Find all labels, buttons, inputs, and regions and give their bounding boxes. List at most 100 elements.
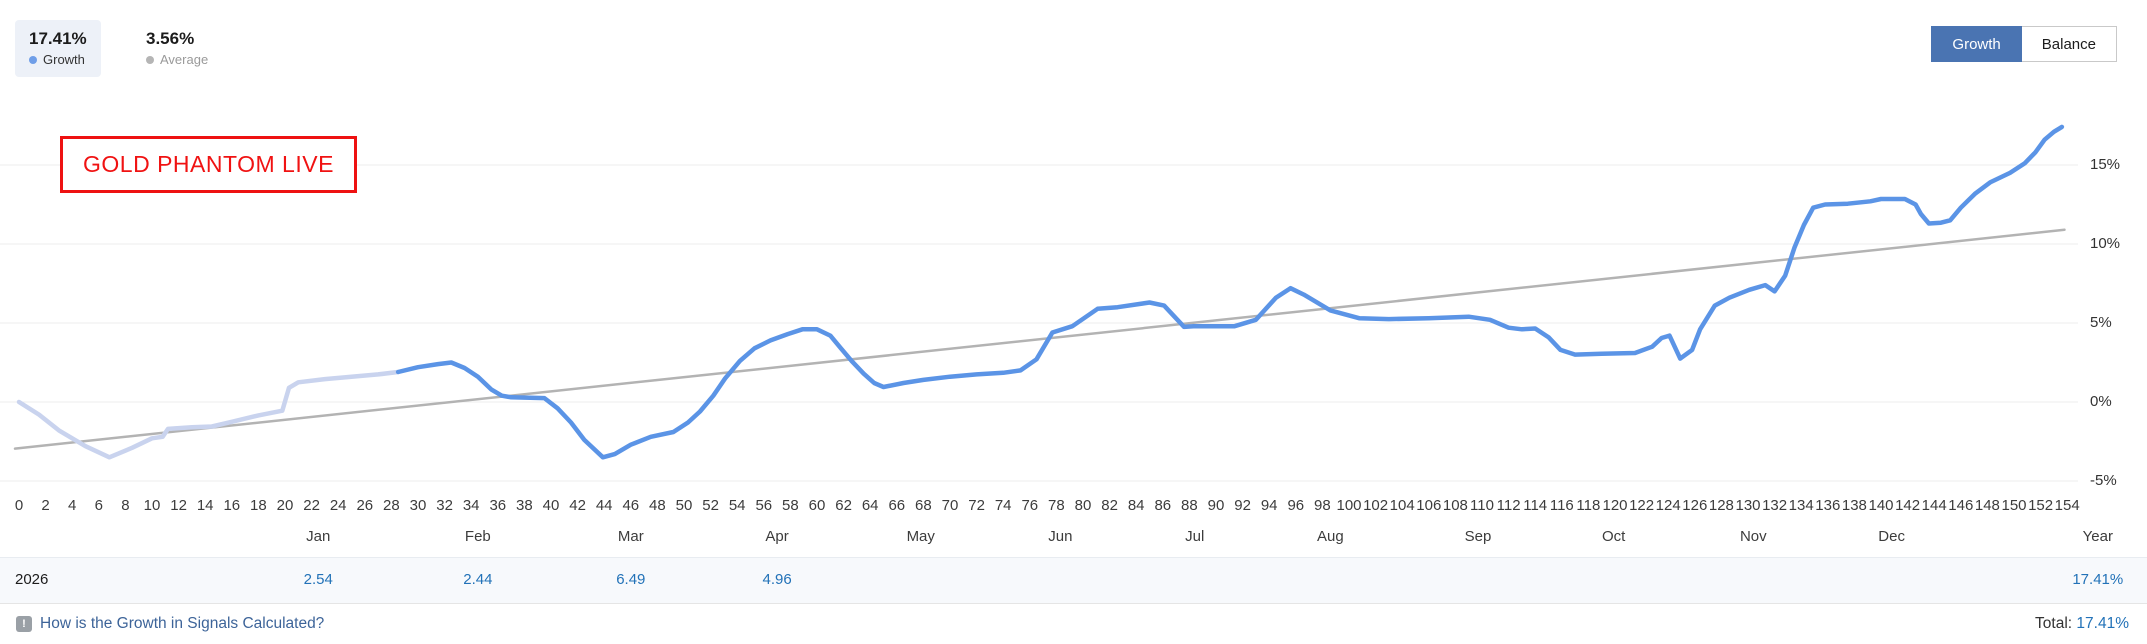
x-tick-label: 18 xyxy=(250,497,267,514)
signal-name-text: GOLD PHANTOM LIVE xyxy=(83,151,334,177)
x-tick-label: 100 xyxy=(1336,497,1362,514)
chart-mode-toggle: Growth Balance xyxy=(1931,26,2117,62)
chart-footer: ! How is the Growth in Signals Calculate… xyxy=(0,603,2147,644)
x-tick-label: 68 xyxy=(915,497,932,514)
x-tick-label: 154 xyxy=(2054,497,2080,514)
y-axis-label: -5% xyxy=(2090,472,2117,489)
signal-name-badge: GOLD PHANTOM LIVE xyxy=(60,136,357,193)
x-tick-label: 132 xyxy=(1762,497,1788,514)
x-tick-label: 14 xyxy=(196,497,214,514)
x-tick-label: 80 xyxy=(1074,497,1092,514)
x-tick-label: 150 xyxy=(2001,497,2027,514)
x-tick-label: 40 xyxy=(542,497,560,514)
x-tick-label: 124 xyxy=(1655,497,1681,514)
average-stat-chip[interactable]: 3.56% Average xyxy=(132,20,222,77)
x-tick-label: 0 xyxy=(14,497,24,514)
month-label: Nov xyxy=(1739,528,1767,545)
x-tick-label: 126 xyxy=(1682,497,1708,514)
x-tick-label: 112 xyxy=(1496,497,1521,514)
growth-stat-chip[interactable]: 17.41% Growth xyxy=(15,20,101,77)
x-tick-label: 10 xyxy=(143,497,161,514)
x-tick-label: 72 xyxy=(968,497,985,514)
month-labels: Jan Feb Mar Apr May Jun Jul Aug Sep Oct Nov Dec Year xyxy=(0,528,2147,548)
month-label: Mar xyxy=(617,528,644,545)
x-tick-label: 6 xyxy=(94,497,103,514)
month-value: 4.96 xyxy=(762,571,792,588)
balance-tab-button[interactable]: Balance xyxy=(2021,26,2117,62)
x-tick-label: 142 xyxy=(1895,497,1921,514)
x-tick-label: 52 xyxy=(702,497,719,514)
x-tick-label: 90 xyxy=(1207,497,1225,514)
y-axis-label: 15% xyxy=(2090,156,2121,173)
x-tick-label: 82 xyxy=(1101,497,1118,514)
month-value: 17.41% xyxy=(2072,571,2124,588)
x-tick-label: 96 xyxy=(1287,497,1305,514)
x-tick-label: 48 xyxy=(649,497,666,514)
growth-tab-button[interactable]: Growth xyxy=(1931,26,2022,62)
x-tick-label: 44 xyxy=(595,497,613,514)
month-label: Apr xyxy=(765,528,789,545)
x-tick-label: 24 xyxy=(329,497,347,514)
x-tick-label: 50 xyxy=(675,497,693,514)
x-tick-label: 116 xyxy=(1549,497,1574,514)
x-tick-label: 30 xyxy=(409,497,427,514)
average-stat-value: 3.56% xyxy=(146,29,195,48)
x-tick-label: 74 xyxy=(994,497,1012,514)
x-tick-label: 76 xyxy=(1021,497,1039,514)
x-tick-label: 58 xyxy=(782,497,799,514)
x-tick-label: 152 xyxy=(2028,497,2054,514)
month-label: Feb xyxy=(464,528,491,545)
x-tick-label: 16 xyxy=(223,497,241,514)
x-tick-label: 92 xyxy=(1234,497,1251,514)
x-tick-label: 86 xyxy=(1154,497,1172,514)
x-tick-label: 46 xyxy=(622,497,640,514)
x-tick-label: 110 xyxy=(1470,497,1494,514)
x-tick-label: 146 xyxy=(1948,497,1974,514)
month-label: Aug xyxy=(1317,528,1344,545)
month-label: Sep xyxy=(1464,528,1492,545)
x-tick-label: 12 xyxy=(170,497,187,514)
x-tick-label: 34 xyxy=(462,497,480,514)
x-tick-label: 140 xyxy=(1868,497,1894,514)
total-value: 17.41% xyxy=(2076,615,2129,632)
month-label: May xyxy=(906,528,935,545)
x-tick-label: 38 xyxy=(516,497,533,514)
y-axis-label: 0% xyxy=(2090,393,2112,410)
x-tick-label: 98 xyxy=(1314,497,1331,514)
x-tick-label: 148 xyxy=(1974,497,2000,514)
growth-stat-label: Growth xyxy=(43,52,85,67)
x-tick-label: 106 xyxy=(1416,497,1442,514)
x-tick-label: 32 xyxy=(436,497,453,514)
x-tick-label: 20 xyxy=(276,497,294,514)
x-tick-label: 42 xyxy=(569,497,586,514)
x-tick-label: 66 xyxy=(888,497,906,514)
x-tick-label: 84 xyxy=(1127,497,1145,514)
x-tick-label: 108 xyxy=(1442,497,1468,514)
x-axis-ticks: 0 2 4 6 8 10 12 14 16 18 20 22 24 26 28 30 32 34 36 38 40 42 4… xyxy=(0,497,2147,517)
x-tick-label: 102 xyxy=(1363,497,1389,514)
month-label: Jan xyxy=(306,528,331,545)
x-tick-label: 36 xyxy=(489,497,507,514)
growth-stat-value: 17.41% xyxy=(29,29,87,48)
average-dot-icon xyxy=(146,56,154,64)
x-tick-label: 28 xyxy=(383,497,400,514)
growth-early-line xyxy=(16,369,401,460)
average-stat-label: Average xyxy=(160,52,209,67)
x-tick-label: 64 xyxy=(861,497,879,514)
x-tick-label: 122 xyxy=(1629,497,1655,514)
growth-line xyxy=(395,124,2065,460)
x-tick-label: 62 xyxy=(835,497,852,514)
month-label: Jul xyxy=(1185,528,1205,545)
x-tick-label: 8 xyxy=(121,497,130,514)
year-label: 2026 xyxy=(15,571,49,588)
x-tick-label: 56 xyxy=(755,497,773,514)
x-tick-label: 60 xyxy=(808,497,826,514)
x-tick-label: 2 xyxy=(41,497,50,514)
x-tick-label: 88 xyxy=(1181,497,1198,514)
x-tick-label: 94 xyxy=(1260,497,1278,514)
growth-dot-icon xyxy=(29,56,37,64)
x-tick-label: 144 xyxy=(1921,497,1947,514)
x-tick-label: 130 xyxy=(1735,497,1761,514)
growth-help-link[interactable]: How is the Growth in Signals Calculated? xyxy=(40,615,325,632)
x-tick-label: 22 xyxy=(303,497,320,514)
